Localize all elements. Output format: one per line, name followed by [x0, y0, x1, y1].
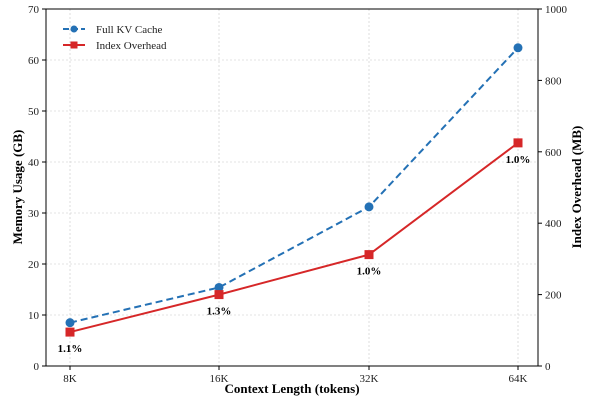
series-line-full-kv-cache: [69, 47, 519, 324]
y-tick-label: 70: [28, 4, 40, 16]
legend: Full KV Cache Index Overhead: [63, 24, 167, 52]
y-tick-label: 20: [28, 259, 40, 271]
data-point-full-kv-cache: [214, 282, 224, 292]
series-line-index-overhead: [69, 142, 519, 334]
x-axis-label: Context Length (tokens): [224, 381, 359, 396]
y2-tick-label: 1000: [545, 4, 568, 16]
plot-frame: [45, 8, 539, 367]
series-group: [65, 43, 523, 337]
y-axis-label: Memory Usage (GB): [10, 130, 25, 245]
annotation-label: 1.1%: [58, 343, 83, 355]
annotation-label: 1.0%: [357, 266, 382, 278]
grid: [46, 9, 538, 366]
legend-label-full-kv-cache: Full KV Cache: [96, 24, 163, 36]
y2-tick-label: 0: [545, 361, 551, 373]
data-point-full-kv-cache: [364, 202, 374, 212]
data-point-full-kv-cache: [65, 318, 75, 328]
y2-tick-label: 200: [545, 290, 562, 302]
data-point-full-kv-cache: [513, 43, 523, 53]
y-tick-label: 0: [34, 361, 40, 373]
legend-label-index-overhead: Index Overhead: [96, 40, 167, 52]
y2-tick-label: 400: [545, 218, 562, 230]
legend-marker-full-kv-cache: [70, 25, 78, 33]
y-tick-label: 60: [28, 55, 40, 67]
x-tick-label: 8K: [63, 373, 77, 385]
x-tick-label: 16K: [210, 373, 229, 385]
data-point-index-overhead: [65, 327, 75, 337]
y-tick-label: 40: [28, 157, 40, 169]
y-tick-label: 50: [28, 106, 40, 118]
data-point-index-overhead: [364, 250, 374, 260]
annotation-label: 1.3%: [207, 306, 232, 318]
y2-tick-label: 600: [545, 147, 562, 159]
x-tick-label: 64K: [509, 373, 528, 385]
y2-axis-label: Index Overhead (MB): [569, 126, 584, 249]
y-tick-label: 30: [28, 208, 40, 220]
data-point-index-overhead: [513, 138, 523, 148]
y2-tick-label: 800: [545, 75, 562, 87]
axis-ticks: 0 10 20 30 40 50 60 70 0 200 400 600 800 1000 8K 16K 32K…: [28, 4, 568, 385]
data-point-index-overhead: [214, 290, 224, 300]
annotation-label: 1.0%: [506, 154, 531, 166]
x-tick-label: 32K: [360, 373, 379, 385]
legend-marker-index-overhead: [70, 41, 78, 49]
y-tick-label: 10: [28, 310, 40, 322]
annotations: 1.1% 1.3% 1.0% 1.0%: [58, 154, 531, 355]
